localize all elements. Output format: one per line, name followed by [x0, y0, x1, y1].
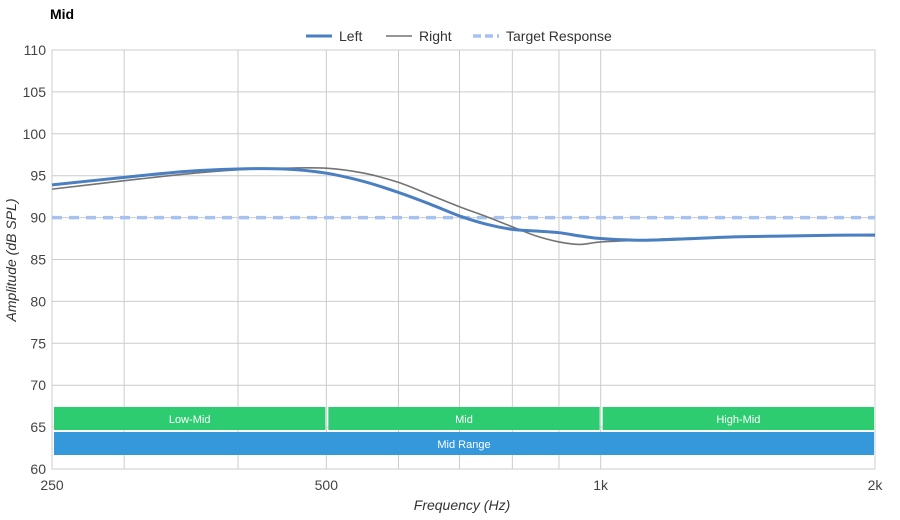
y-tick-label: 110	[24, 42, 47, 58]
band-high-mid	[602, 407, 874, 430]
legend-label: Target Response	[506, 28, 612, 44]
legend-label: Left	[339, 28, 362, 44]
band-mid-range	[54, 432, 874, 455]
tick-layer: 60 65 70 75 80 85 90 95 100 105 110 250 500 1k 2k	[23, 42, 884, 493]
band-layer: Low-Mid Mid High-Mid Mid Range	[54, 407, 874, 455]
series-line-right	[51, 166, 876, 246]
band-label: High-Mid	[716, 414, 760, 426]
y-tick-label: 80	[30, 293, 46, 309]
y-tick-label: 90	[30, 210, 46, 226]
grid-layer	[51, 49, 876, 470]
chart-title: Mid	[50, 6, 75, 22]
y-tick-label: 95	[30, 168, 46, 184]
band-label: Low-Mid	[169, 414, 211, 426]
legend-item-right[interactable]: Right	[386, 28, 452, 44]
band-label: Mid	[455, 414, 473, 426]
x-axis-title: Frequency (Hz)	[414, 497, 510, 513]
legend-label: Right	[419, 28, 452, 44]
y-tick-label: 85	[30, 252, 46, 268]
y-axis-title: Amplitude (dB SPL)	[3, 199, 19, 323]
y-tick-label: 105	[23, 84, 47, 100]
legend[interactable]: Left Right Target Response	[306, 28, 612, 44]
x-tick-label: 250	[40, 477, 64, 493]
y-tick-label: 60	[30, 461, 46, 477]
band-low-mid	[54, 407, 326, 430]
legend-item-target-response[interactable]: Target Response	[473, 28, 612, 44]
series-layer	[51, 166, 876, 246]
y-tick-label: 100	[23, 126, 47, 142]
series-line-left	[51, 167, 876, 242]
band-mid	[328, 407, 600, 430]
band-label: Mid Range	[437, 439, 490, 451]
y-tick-label: 65	[30, 419, 46, 435]
y-tick-label: 75	[30, 335, 46, 351]
legend-item-left[interactable]: Left	[306, 28, 362, 44]
x-tick-label: 1k	[593, 477, 609, 493]
y-tick-label: 70	[30, 377, 46, 393]
x-tick-label: 2k	[868, 477, 884, 493]
x-tick-label: 500	[315, 477, 339, 493]
